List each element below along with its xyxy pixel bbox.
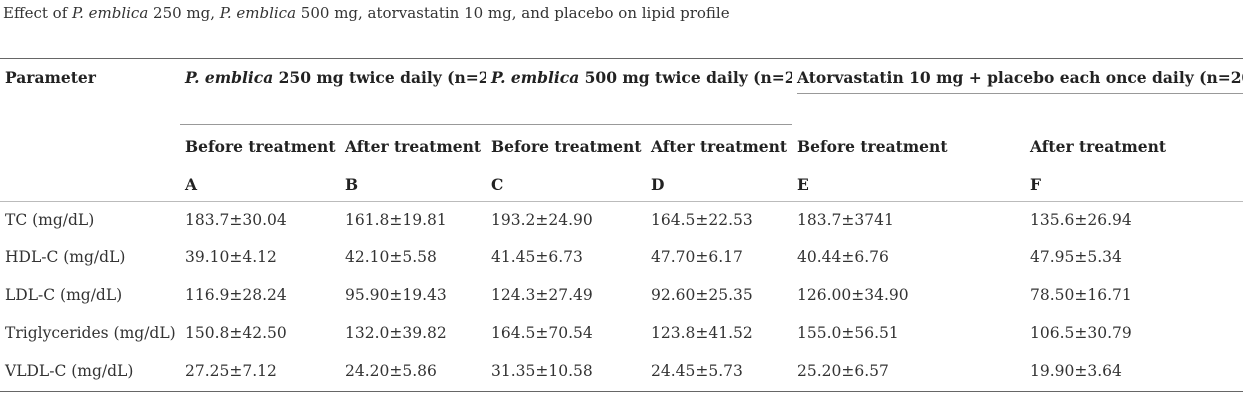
- header-letter-f: F: [1025, 163, 1243, 202]
- table-row: VLDL-C (mg/dL) 27.25±7.12 24.20±5.86 31.…: [0, 353, 1243, 392]
- header-after-d: After treatment: [651, 137, 788, 156]
- header-letter-e: E: [792, 163, 1025, 202]
- cell-value: 164.5±70.54: [491, 324, 593, 342]
- cell-value: 25.20±6.57: [792, 353, 1025, 392]
- row-parameter: TC (mg/dL): [5, 210, 95, 229]
- table-row: HDL-C (mg/dL) 39.10±4.12 42.10±5.58 41.4…: [0, 239, 1243, 277]
- header-row-letters: A B C D E F: [0, 163, 1243, 202]
- table-row: LDL-C (mg/dL) 116.9±28.24 95.90±19.43 12…: [0, 277, 1243, 315]
- cell-value: 126.00±34.90: [797, 286, 909, 304]
- row-parameter: HDL-C (mg/dL): [5, 248, 126, 266]
- cell-value: 106.5±30.79: [1030, 324, 1132, 342]
- header-before-a: Before treatment: [185, 137, 336, 156]
- header-after-b: After treatment: [345, 137, 482, 156]
- cell-value: 164.5±22.53: [651, 210, 753, 229]
- caption-drug-1: P. emblica: [72, 4, 149, 22]
- cell-value: 78.50±16.71: [1030, 286, 1132, 304]
- cell-value: 92.60±25.35: [651, 286, 753, 304]
- cell-value: 42.10±5.58: [345, 248, 437, 266]
- group-separator-row: [0, 124, 1243, 125]
- group-underline-1: [180, 124, 486, 125]
- cell-value: 183.7±3741: [797, 210, 894, 229]
- header-after-f: After treatment: [1030, 137, 1167, 156]
- row-parameter: Triglycerides (mg/dL): [5, 324, 176, 342]
- cell-value: 31.35±10.58: [486, 353, 646, 392]
- group-underline-2: [486, 124, 792, 125]
- cell-value: 161.8±19.81: [345, 210, 447, 229]
- header-letter-d: D: [646, 163, 792, 202]
- cell-value: 47.70±6.17: [651, 248, 743, 266]
- row-parameter: LDL-C (mg/dL): [5, 286, 123, 304]
- cell-value: 193.2±24.90: [491, 210, 593, 229]
- cell-value: 40.44±6.76: [797, 248, 889, 266]
- caption-drug-2: P. emblica: [219, 4, 297, 22]
- header-letter-c: C: [486, 163, 646, 202]
- header-before-c: Before treatment: [491, 137, 642, 156]
- cell-value: 27.25±7.12: [180, 353, 340, 392]
- header-group-pe500: P. emblica 500 mg twice daily (n=20): [486, 58, 792, 125]
- cell-value: 39.10±4.12: [185, 248, 277, 266]
- lipid-profile-table: Parameter P. emblica 250 mg twice daily …: [0, 58, 1243, 392]
- header-letter-b: B: [340, 163, 486, 202]
- row-parameter: VLDL-C (mg/dL): [0, 353, 180, 392]
- cell-value: 123.8±41.52: [651, 324, 753, 342]
- cell-value: 19.90±3.64: [1025, 353, 1243, 392]
- cell-value: 24.20±5.86: [340, 353, 486, 392]
- header-group-pe250: P. emblica 250 mg twice daily (n=20): [180, 58, 486, 125]
- header-letter-a: A: [180, 163, 340, 202]
- table-row: TC (mg/dL) 183.7±30.04 161.8±19.81 193.2…: [0, 201, 1243, 239]
- cell-value: 183.7±30.04: [185, 210, 287, 229]
- cell-value: 24.45±5.73: [646, 353, 792, 392]
- cell-value: 47.95±5.34: [1030, 248, 1122, 266]
- header-row-timepoints: Before treatment After treatment Before …: [0, 125, 1243, 163]
- cell-value: 116.9±28.24: [185, 286, 287, 304]
- cell-value: 135.6±26.94: [1030, 210, 1132, 229]
- cell-value: 150.8±42.50: [185, 324, 287, 342]
- table-row: Triglycerides (mg/dL) 150.8±42.50 132.0±…: [0, 315, 1243, 353]
- table-caption: Effect of P. emblica 250 mg, P. emblica …: [3, 4, 730, 22]
- cell-value: 132.0±39.82: [345, 324, 447, 342]
- header-parameter: Parameter: [0, 58, 180, 125]
- cell-value: 124.3±27.49: [491, 286, 593, 304]
- header-group-atorvastatin: Atorvastatin 10 mg + placebo each once d…: [792, 58, 1243, 125]
- cell-value: 95.90±19.43: [345, 286, 447, 304]
- header-before-e: Before treatment: [797, 137, 948, 156]
- cell-value: 155.0±56.51: [797, 324, 899, 342]
- cell-value: 41.45±6.73: [491, 248, 583, 266]
- header-row-groups: Parameter P. emblica 250 mg twice daily …: [0, 58, 1243, 125]
